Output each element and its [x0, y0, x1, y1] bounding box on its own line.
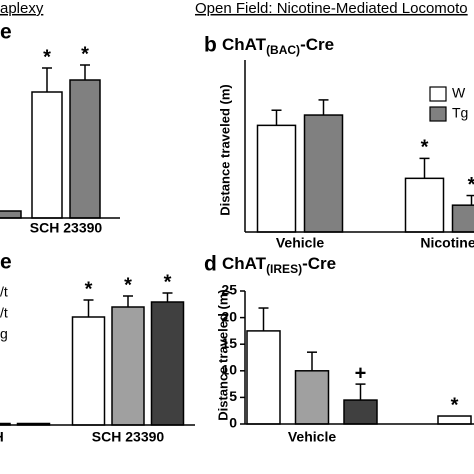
x-tick-label: SCH 23390 — [92, 429, 165, 445]
bar — [69, 79, 101, 219]
x-tick-label: Vehicle — [276, 235, 324, 251]
significance-mark: * — [451, 394, 459, 416]
bar — [31, 91, 63, 219]
x-tick-label: Nicotine — [420, 235, 474, 251]
title-main: ChAT — [222, 35, 267, 54]
x-tick-label: Vehicle — [288, 429, 336, 445]
bar — [294, 370, 330, 425]
bar — [256, 124, 297, 233]
legend-label: /t — [0, 284, 8, 300]
legend-swatch — [429, 106, 447, 122]
panel-label: e — [0, 21, 12, 44]
panel-header: Open Field: Nicotine-Mediated Locomoto — [195, 0, 468, 17]
bar — [404, 177, 445, 233]
significance-mark: * — [468, 174, 474, 196]
legend-swatch — [429, 86, 447, 102]
bar — [71, 316, 106, 426]
y-axis-label: Distance traveled (m) — [217, 84, 232, 216]
bar — [451, 204, 474, 233]
title-sub: (BAC) — [266, 43, 300, 57]
y-tick-label: 25 — [221, 282, 237, 298]
bar — [111, 306, 145, 426]
y-tick-label: 5 — [229, 388, 237, 404]
significance-mark: * — [124, 274, 132, 296]
panel-title: ChAT(BAC)-Cre — [222, 35, 334, 57]
significance-mark: * — [164, 271, 172, 293]
significance-mark: * — [421, 137, 429, 159]
x-tick-label: EH — [0, 429, 4, 445]
bar — [303, 114, 344, 233]
y-tick-label: 20 — [221, 308, 237, 324]
legend-label: W — [452, 85, 466, 101]
panel-label: d — [204, 253, 217, 276]
bar — [150, 301, 185, 426]
y-tick-label: 15 — [221, 335, 237, 351]
legend-label: /t — [0, 305, 8, 321]
bar — [343, 399, 378, 425]
title-suffix: -Cre — [302, 254, 336, 273]
significance-mark: * — [43, 46, 51, 68]
panel-label: b — [204, 34, 217, 57]
bar — [246, 330, 281, 425]
legend-label: g — [0, 326, 8, 342]
title-suffix: -Cre — [300, 35, 334, 54]
y-axis-label: Distance traveled (m) — [215, 289, 230, 421]
y-tick-label: 10 — [221, 362, 237, 378]
significance-mark: * — [85, 278, 93, 300]
panel-header: aplexy — [0, 0, 44, 17]
panel-label: e — [0, 251, 12, 274]
y-tick-label: 0 — [229, 415, 237, 431]
bar — [0, 210, 22, 219]
legend-label: Tg — [452, 105, 468, 121]
title-main: ChAT — [222, 254, 267, 273]
title-sub: (IRES) — [266, 262, 302, 276]
panel-title: ChAT(IRES)-Cre — [222, 254, 336, 276]
significance-mark: + — [355, 362, 367, 384]
x-tick-label: SCH 23390 — [30, 220, 103, 236]
significance-mark: * — [81, 43, 89, 65]
bar — [437, 415, 472, 425]
